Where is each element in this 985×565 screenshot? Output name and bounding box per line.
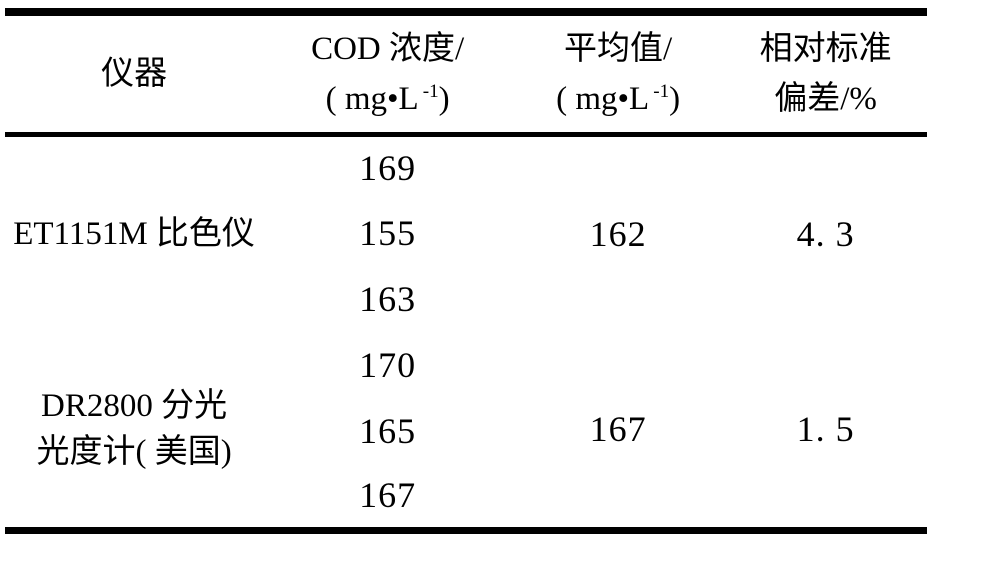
header-rsd-label-line2: 偏差/% [774,80,877,117]
table-row: 167 [5,464,927,530]
header-row: 仪器 COD 浓度/ ( mg•L -1) 平均值/ ( mg•L -1) 相对标准… [5,12,927,137]
cod-value-cell: 163 [359,279,417,319]
table-row: 163 [5,266,927,332]
table-body: ET1151M 比色仪 169 162 4. 3 155 163 DR2800 … [5,134,927,530]
table-row: DR2800 分光 光度计( 美国) 170 167 1. 5 [5,332,927,470]
unit-close-paren: ) [438,80,450,117]
cod-value-cell: 155 [359,213,417,253]
header-average-unit: ( mg•L -1) [512,74,724,124]
instrument-cell-dr2800: DR2800 分光 光度计( 美国) [5,332,263,530]
unit-exponent: -1 [422,80,439,102]
instrument-name-line: 光度计( 美国) [36,434,232,471]
table-row: ET1151M 比色仪 169 162 4. 3 [5,134,927,254]
col-header-instrument: 仪器 [5,12,264,137]
cod-value-cell: 170 [359,345,417,385]
header-rsd-label-line1: 相对标准 [759,30,892,67]
instrument-name-line: DR2800 分光 [41,388,228,425]
average-value-cell: 167 [589,409,647,450]
header-cod-unit: ( mg•L -1) [263,74,512,124]
header-instrument-label: 仪器 [101,55,168,92]
col-header-rsd: 相对标准 偏差/% [724,12,927,137]
instrument-cell-et1151m: ET1151M 比色仪 [5,134,263,332]
cod-value-cell: 169 [359,148,417,189]
cod-value-cell: 167 [359,475,417,516]
rsd-value-cell: 4. 3 [796,214,855,255]
scanned-table-figure: 仪器 COD 浓度/ ( mg•L -1) 平均值/ ( mg•L -1) 相对标准… [5,8,927,534]
rsd-value-cell: 1. 5 [796,409,855,450]
table-row: 155 [5,200,927,266]
table-row: 165 [5,398,927,464]
col-header-average: 平均值/ ( mg•L -1) [512,12,725,137]
header-cod-label: COD 浓度/ [311,30,465,67]
header-average-label: 平均值/ [564,30,673,67]
unit-close-paren: ) [669,80,681,117]
table-header: 仪器 COD 浓度/ ( mg•L -1) 平均值/ ( mg•L -1) 相对标准… [5,12,927,137]
cod-comparison-table: 仪器 COD 浓度/ ( mg•L -1) 平均值/ ( mg•L -1) 相对标准… [5,8,927,534]
unit-prefix: ( mg•L [325,80,419,117]
unit-exponent: -1 [653,80,670,102]
instrument-name-line: ET1151M 比色仪 [13,216,255,253]
unit-prefix: ( mg•L [556,80,650,117]
average-value-cell: 162 [589,214,647,255]
col-header-cod-concentration: COD 浓度/ ( mg•L -1) [263,12,513,137]
cod-value-cell: 165 [359,411,417,451]
